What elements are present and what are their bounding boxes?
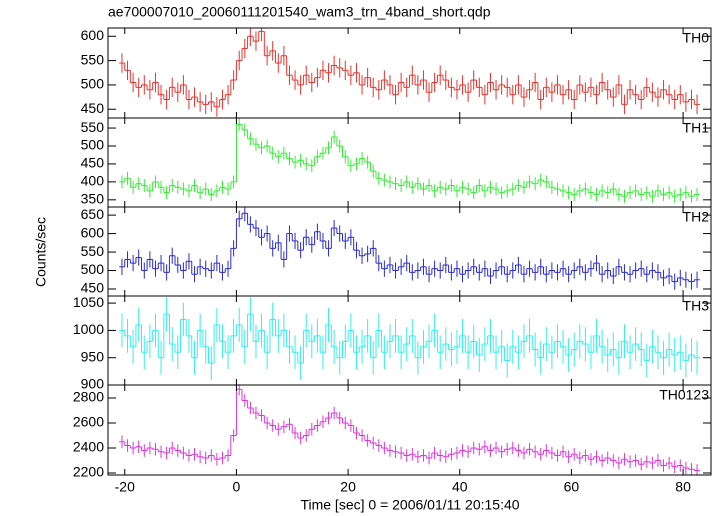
panel-label: TH3 [683, 298, 710, 314]
y-tick-label: 2400 [73, 439, 104, 455]
y-tick-label: 900 [81, 376, 105, 392]
x-tick-label: 80 [675, 479, 691, 495]
panel-frame [107, 27, 712, 119]
y-axis-label: Counts/sec [33, 217, 49, 287]
y-tick-label: 450 [81, 280, 105, 296]
y-tick-label: 1000 [73, 321, 104, 337]
y-tick-label: 650 [81, 206, 105, 222]
y-tick-label: 600 [81, 224, 105, 240]
x-tick-label: 0 [233, 479, 241, 495]
panel-frame [107, 206, 712, 297]
x-tick-label: 20 [340, 479, 356, 495]
panel-label: TH0123 [659, 387, 709, 403]
panel-label: TH2 [683, 209, 710, 225]
y-tick-label: 550 [81, 51, 105, 67]
y-tick-label: 550 [81, 243, 105, 259]
y-tick-label: 400 [81, 173, 105, 189]
y-tick-label: 450 [81, 100, 105, 116]
y-tick-label: 1050 [73, 294, 104, 310]
panel [119, 28, 700, 117]
y-tick-label: 350 [81, 191, 105, 207]
panel-frame [107, 117, 712, 208]
panel [119, 385, 700, 475]
x-tick-label: -20 [115, 479, 135, 495]
y-tick-label: 2800 [73, 389, 104, 405]
y-tick-label: 500 [81, 76, 105, 92]
panel [119, 118, 700, 203]
panel-label: TH1 [683, 120, 710, 136]
y-tick-label: 450 [81, 155, 105, 171]
y-tick-label: 2600 [73, 414, 104, 430]
x-axis-label: Time [sec] 0 = 2006/01/11 20:15:40 [300, 497, 519, 513]
y-tick-label: 2200 [73, 464, 104, 480]
panel-frame [107, 384, 712, 476]
y-tick-label: 600 [81, 27, 105, 43]
panel-label: TH0 [683, 30, 710, 46]
y-tick-label: 950 [81, 348, 105, 364]
y-tick-label: 500 [81, 137, 105, 153]
panel [119, 297, 700, 381]
panel [119, 207, 700, 290]
y-tick-label: 500 [81, 261, 105, 277]
x-tick-label: 40 [452, 479, 468, 495]
x-tick-label: 60 [564, 479, 580, 495]
y-tick-label: 550 [81, 119, 105, 135]
chart-title: ae700007010_20060111201540_wam3_trn_4ban… [108, 4, 491, 20]
